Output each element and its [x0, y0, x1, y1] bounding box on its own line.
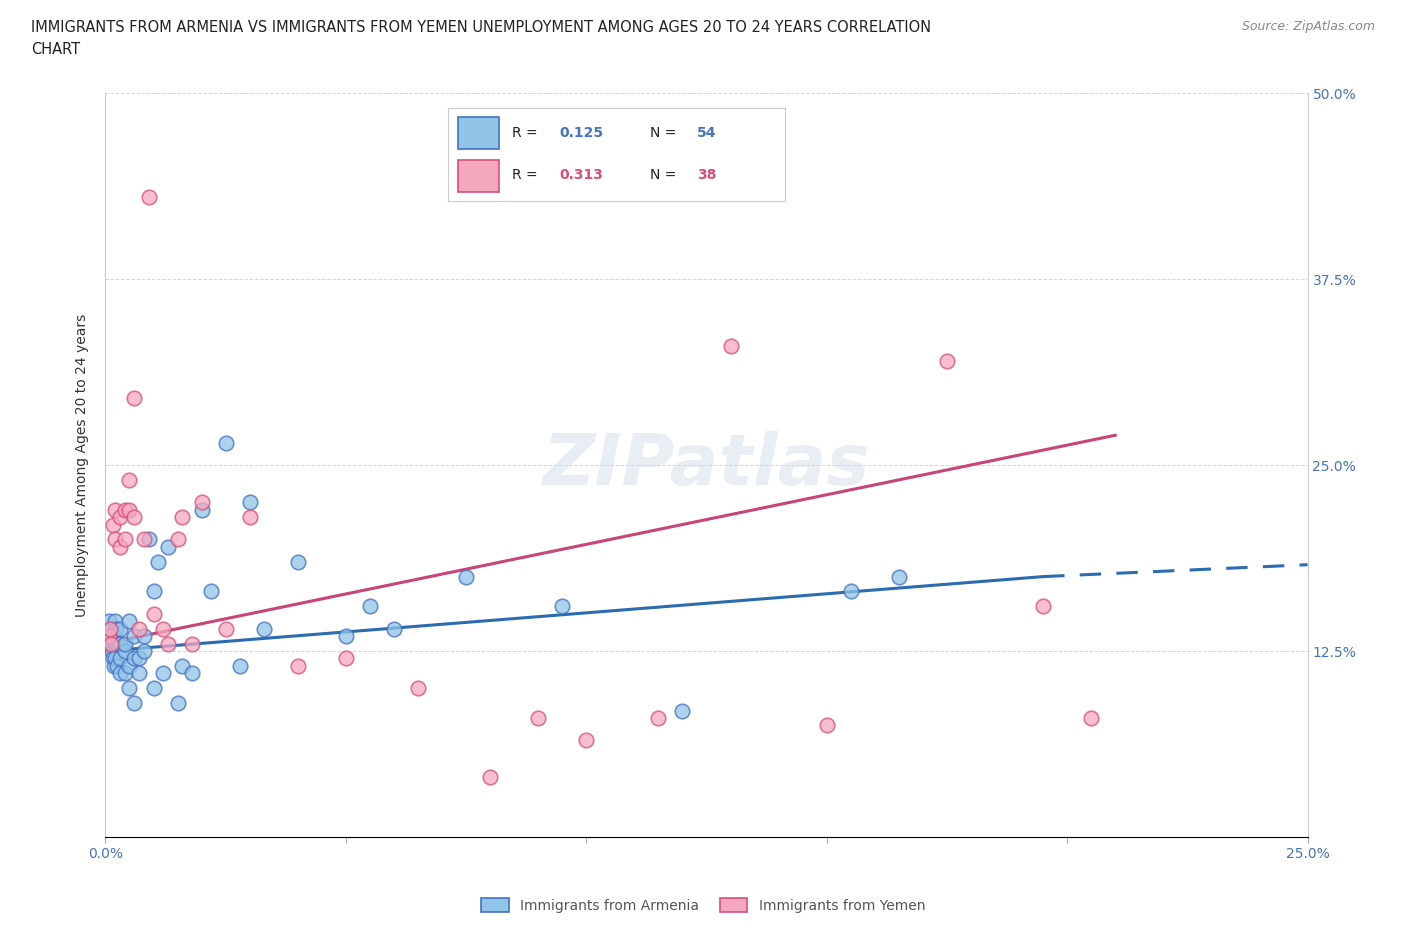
Point — [118, 614, 141, 629]
Point — [118, 681, 141, 696]
Point — [132, 532, 155, 547]
Point — [108, 651, 131, 666]
Point — [839, 584, 862, 599]
Point — [142, 584, 165, 599]
Point — [98, 614, 121, 629]
Point — [124, 651, 146, 666]
Point — [98, 629, 121, 644]
Point — [104, 636, 127, 651]
Point — [118, 502, 141, 517]
Point — [239, 495, 262, 510]
Point — [887, 569, 910, 584]
Point — [1032, 599, 1054, 614]
Point — [359, 599, 381, 614]
Point — [229, 658, 252, 673]
Point — [335, 651, 357, 666]
Point — [214, 621, 236, 636]
Point — [156, 539, 179, 554]
Point — [190, 495, 212, 510]
Point — [172, 510, 194, 525]
Point — [142, 606, 165, 621]
Point — [166, 696, 188, 711]
Point — [107, 658, 129, 673]
Point — [138, 190, 160, 205]
Point — [720, 339, 742, 353]
Point — [128, 621, 150, 636]
Point — [104, 532, 127, 547]
Point — [647, 711, 669, 725]
Text: ZIPatlas: ZIPatlas — [543, 431, 870, 499]
Text: Source: ZipAtlas.com: Source: ZipAtlas.com — [1241, 20, 1375, 33]
Point — [287, 554, 309, 569]
Point — [152, 621, 174, 636]
Point — [104, 502, 127, 517]
Point — [200, 584, 222, 599]
Point — [152, 666, 174, 681]
Point — [98, 621, 121, 636]
Point — [575, 733, 598, 748]
Point — [527, 711, 550, 725]
Point — [181, 636, 204, 651]
Text: CHART: CHART — [31, 42, 80, 57]
Point — [172, 658, 194, 673]
Point — [190, 502, 212, 517]
Point — [142, 681, 165, 696]
Point — [551, 599, 574, 614]
Point — [406, 681, 429, 696]
Point — [181, 666, 204, 681]
Point — [118, 658, 141, 673]
Point — [100, 621, 122, 636]
Point — [479, 770, 502, 785]
Point — [101, 644, 124, 658]
Point — [128, 651, 150, 666]
Point — [101, 517, 124, 532]
Point — [671, 703, 693, 718]
Point — [103, 658, 125, 673]
Point — [114, 502, 136, 517]
Point — [104, 614, 127, 629]
Point — [114, 644, 136, 658]
Point — [108, 636, 131, 651]
Point — [108, 510, 131, 525]
Point — [132, 629, 155, 644]
Point — [101, 629, 124, 644]
Point — [98, 636, 121, 651]
Point — [382, 621, 405, 636]
Point — [132, 644, 155, 658]
Point — [107, 636, 129, 651]
Point — [124, 510, 146, 525]
Point — [253, 621, 276, 636]
Point — [108, 621, 131, 636]
Point — [124, 391, 146, 405]
Point — [118, 472, 141, 487]
Point — [114, 666, 136, 681]
Point — [124, 696, 146, 711]
Point — [105, 621, 128, 636]
Point — [936, 353, 959, 368]
Point — [166, 532, 188, 547]
Point — [104, 651, 127, 666]
Point — [138, 532, 160, 547]
Point — [1080, 711, 1102, 725]
Point — [335, 629, 357, 644]
Text: IMMIGRANTS FROM ARMENIA VS IMMIGRANTS FROM YEMEN UNEMPLOYMENT AMONG AGES 20 TO 2: IMMIGRANTS FROM ARMENIA VS IMMIGRANTS FR… — [31, 20, 931, 35]
Point — [156, 636, 179, 651]
Point — [214, 435, 236, 450]
Point — [108, 539, 131, 554]
Point — [815, 718, 838, 733]
Point — [101, 651, 124, 666]
Point — [124, 629, 146, 644]
Point — [114, 532, 136, 547]
Point — [287, 658, 309, 673]
Y-axis label: Unemployment Among Ages 20 to 24 years: Unemployment Among Ages 20 to 24 years — [76, 313, 90, 617]
Point — [148, 554, 170, 569]
Point — [454, 569, 477, 584]
Point — [239, 510, 262, 525]
Point — [114, 636, 136, 651]
Point — [108, 666, 131, 681]
Legend: Immigrants from Armenia, Immigrants from Yemen: Immigrants from Armenia, Immigrants from… — [475, 893, 931, 919]
Point — [128, 666, 150, 681]
Point — [100, 636, 122, 651]
